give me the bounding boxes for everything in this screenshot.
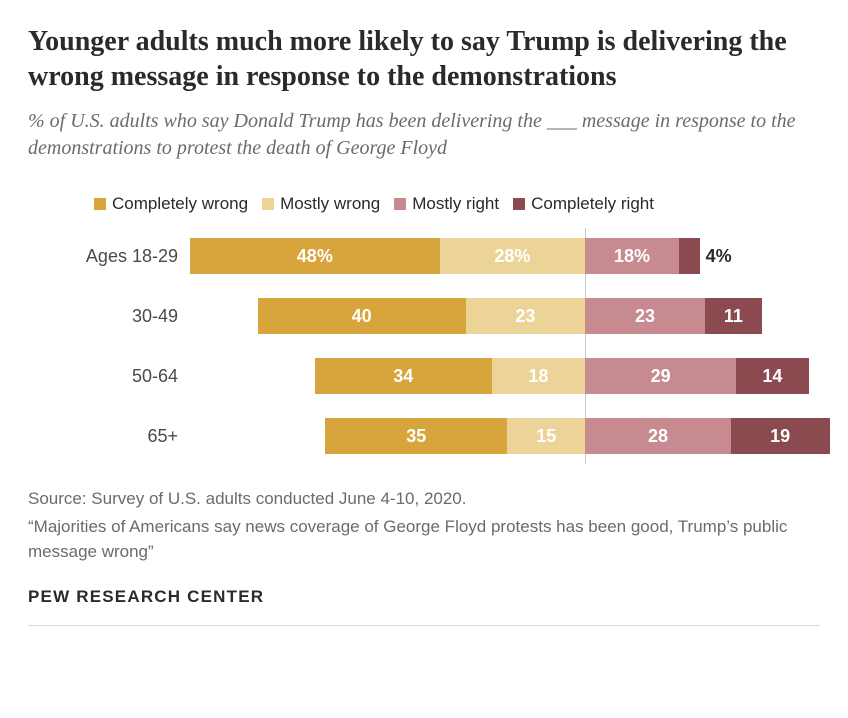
bar-value-label: 4% — [700, 238, 740, 274]
diverging-bar-chart: Ages 18-2948%28%18%4%30-494023231150-643… — [28, 234, 820, 458]
left-stack: 3418 — [315, 358, 585, 394]
legend-item: Completely right — [513, 194, 654, 214]
right-stack: 2311 — [585, 298, 762, 334]
legend-swatch — [513, 198, 525, 210]
left-stack: 4023 — [258, 298, 586, 334]
chart-row: Ages 18-2948%28%18% 4% — [28, 234, 820, 278]
legend-swatch — [94, 198, 106, 210]
bar-segment: 18% — [585, 238, 679, 274]
bar-segment — [679, 238, 700, 274]
row-label: 50-64 — [28, 366, 190, 387]
right-stack: 18% 4% — [585, 238, 739, 274]
legend-label: Completely wrong — [112, 194, 248, 214]
left-stack: 3515 — [325, 418, 585, 454]
bar-wrap: 35152819 — [190, 418, 820, 454]
chart-title: Younger adults much more likely to say T… — [28, 24, 820, 94]
row-label: 65+ — [28, 426, 190, 447]
bar-segment: 40 — [258, 298, 466, 334]
bar-wrap: 40232311 — [190, 298, 820, 334]
chart-subtitle: % of U.S. adults who say Donald Trump ha… — [28, 108, 820, 162]
bar-segment: 11 — [705, 298, 762, 334]
bar-segment: 23 — [466, 298, 586, 334]
bar-wrap: 48%28%18% 4% — [190, 238, 820, 274]
bar-segment: 29 — [585, 358, 736, 394]
legend-swatch — [262, 198, 274, 210]
right-stack: 2914 — [585, 358, 809, 394]
legend-label: Mostly wrong — [280, 194, 380, 214]
legend-item: Mostly wrong — [262, 194, 380, 214]
bar-segment: 18 — [492, 358, 586, 394]
left-stack: 48%28% — [190, 238, 585, 274]
right-stack: 2819 — [585, 418, 829, 454]
org-logo-text: PEW RESEARCH CENTER — [28, 587, 820, 607]
bottom-divider — [28, 625, 820, 626]
bar-segment: 19 — [731, 418, 830, 454]
source-text: Source: Survey of U.S. adults conducted … — [28, 486, 820, 512]
chart-row: 65+35152819 — [28, 414, 820, 458]
bar-segment: 48% — [190, 238, 440, 274]
bar-segment: 35 — [325, 418, 507, 454]
chart-legend: Completely wrong Mostly wrong Mostly right… — [28, 194, 820, 214]
legend-swatch — [394, 198, 406, 210]
bar-segment: 28 — [585, 418, 731, 454]
legend-label: Mostly right — [412, 194, 499, 214]
bar-wrap: 34182914 — [190, 358, 820, 394]
row-label: 30-49 — [28, 306, 190, 327]
legend-label: Completely right — [531, 194, 654, 214]
row-label: Ages 18-29 — [28, 246, 190, 267]
quote-text: “Majorities of Americans say news covera… — [28, 514, 820, 565]
bar-segment: 14 — [736, 358, 809, 394]
bar-segment: 23 — [585, 298, 705, 334]
chart-row: 50-6434182914 — [28, 354, 820, 398]
legend-item: Mostly right — [394, 194, 499, 214]
bar-segment: 28% — [440, 238, 586, 274]
legend-item: Completely wrong — [94, 194, 248, 214]
bar-segment: 15 — [507, 418, 585, 454]
bar-segment: 34 — [315, 358, 492, 394]
chart-row: 30-4940232311 — [28, 294, 820, 338]
